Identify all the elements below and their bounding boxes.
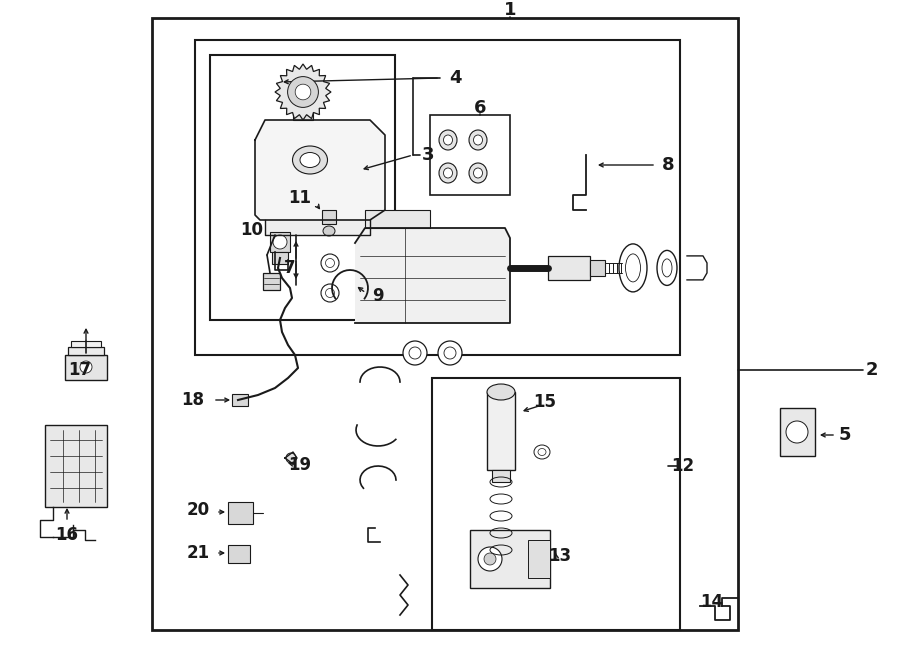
Text: 14: 14 — [700, 593, 724, 611]
Circle shape — [80, 361, 92, 373]
Text: 12: 12 — [671, 457, 695, 475]
Bar — [492, 470, 510, 482]
Text: 5: 5 — [839, 426, 851, 444]
Bar — [210, 55, 395, 320]
Ellipse shape — [469, 130, 487, 150]
Bar — [322, 210, 336, 224]
Ellipse shape — [473, 168, 482, 178]
Text: 16: 16 — [56, 526, 78, 544]
Ellipse shape — [439, 130, 457, 150]
Text: 21: 21 — [186, 544, 210, 562]
Ellipse shape — [300, 153, 320, 167]
Ellipse shape — [473, 135, 482, 145]
Bar — [65, 355, 107, 380]
Bar — [68, 347, 104, 355]
Text: 3: 3 — [422, 146, 434, 164]
Ellipse shape — [626, 254, 641, 282]
Polygon shape — [355, 228, 510, 323]
Bar — [293, 110, 313, 120]
Polygon shape — [687, 256, 707, 280]
Bar — [195, 40, 680, 355]
Ellipse shape — [619, 244, 647, 292]
Text: 19: 19 — [288, 456, 311, 474]
Text: 4: 4 — [449, 69, 461, 87]
Ellipse shape — [321, 254, 339, 272]
Bar — [152, 18, 738, 630]
Bar — [270, 232, 290, 252]
Polygon shape — [255, 120, 385, 220]
Ellipse shape — [292, 146, 328, 174]
Text: 17: 17 — [68, 361, 92, 379]
Text: 1: 1 — [504, 1, 517, 19]
Bar — [470, 530, 550, 588]
Ellipse shape — [444, 168, 453, 178]
Bar — [548, 256, 590, 280]
Text: 9: 9 — [373, 287, 383, 305]
Ellipse shape — [439, 163, 457, 183]
Ellipse shape — [321, 284, 339, 302]
Ellipse shape — [469, 163, 487, 183]
Text: 2: 2 — [866, 361, 878, 379]
Bar — [263, 273, 280, 290]
Ellipse shape — [487, 384, 515, 400]
Ellipse shape — [403, 341, 427, 365]
Text: 8: 8 — [662, 156, 674, 174]
Text: 6: 6 — [473, 99, 486, 117]
Ellipse shape — [438, 341, 462, 365]
Text: 18: 18 — [182, 391, 204, 409]
Bar — [365, 210, 430, 228]
Text: 11: 11 — [289, 189, 311, 207]
Bar — [232, 394, 248, 406]
Circle shape — [484, 553, 496, 565]
Circle shape — [786, 421, 808, 443]
Circle shape — [273, 235, 287, 249]
Ellipse shape — [657, 251, 677, 286]
Ellipse shape — [538, 449, 546, 455]
Text: 7: 7 — [284, 259, 296, 277]
Bar — [487, 392, 515, 470]
Circle shape — [288, 77, 319, 107]
Ellipse shape — [326, 258, 335, 268]
Ellipse shape — [409, 347, 421, 359]
Ellipse shape — [326, 288, 335, 297]
Bar — [430, 115, 510, 195]
Circle shape — [478, 547, 502, 571]
Polygon shape — [265, 220, 370, 235]
Circle shape — [286, 453, 296, 463]
Text: 10: 10 — [240, 221, 264, 239]
Bar — [780, 408, 815, 456]
Text: 15: 15 — [534, 393, 556, 411]
Circle shape — [295, 84, 310, 100]
Bar — [71, 341, 101, 347]
Polygon shape — [275, 64, 331, 120]
Ellipse shape — [534, 445, 550, 459]
Bar — [45, 425, 107, 507]
Ellipse shape — [323, 226, 335, 236]
Bar — [432, 378, 680, 630]
Bar — [228, 545, 250, 563]
Bar — [272, 252, 288, 264]
Ellipse shape — [662, 259, 672, 277]
Bar — [228, 502, 253, 524]
Ellipse shape — [444, 347, 456, 359]
Ellipse shape — [444, 135, 453, 145]
Bar — [590, 260, 605, 276]
Text: 20: 20 — [186, 501, 210, 519]
Text: 13: 13 — [548, 547, 572, 565]
Bar — [528, 540, 550, 578]
